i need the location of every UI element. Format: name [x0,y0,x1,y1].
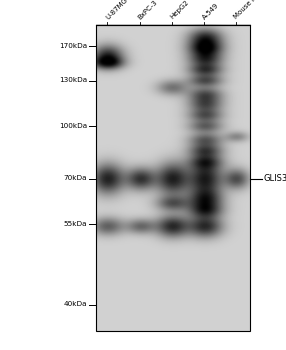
Text: 40kDa: 40kDa [64,301,87,308]
Text: 130kDa: 130kDa [59,77,87,84]
Text: 100kDa: 100kDa [59,123,87,129]
Text: 55kDa: 55kDa [64,221,87,227]
Text: Mouse kidney: Mouse kidney [233,0,271,20]
Bar [96,25,250,331]
Text: U-87MG: U-87MG [104,0,128,20]
Text: HepG2: HepG2 [169,0,190,20]
Bar [96,25,250,331]
Text: 170kDa: 170kDa [59,42,87,49]
Text: BxPC-3: BxPC-3 [137,0,159,20]
Text: A-549: A-549 [202,2,220,20]
Text: 70kDa: 70kDa [64,175,87,182]
Text: GLIS3: GLIS3 [263,174,286,183]
